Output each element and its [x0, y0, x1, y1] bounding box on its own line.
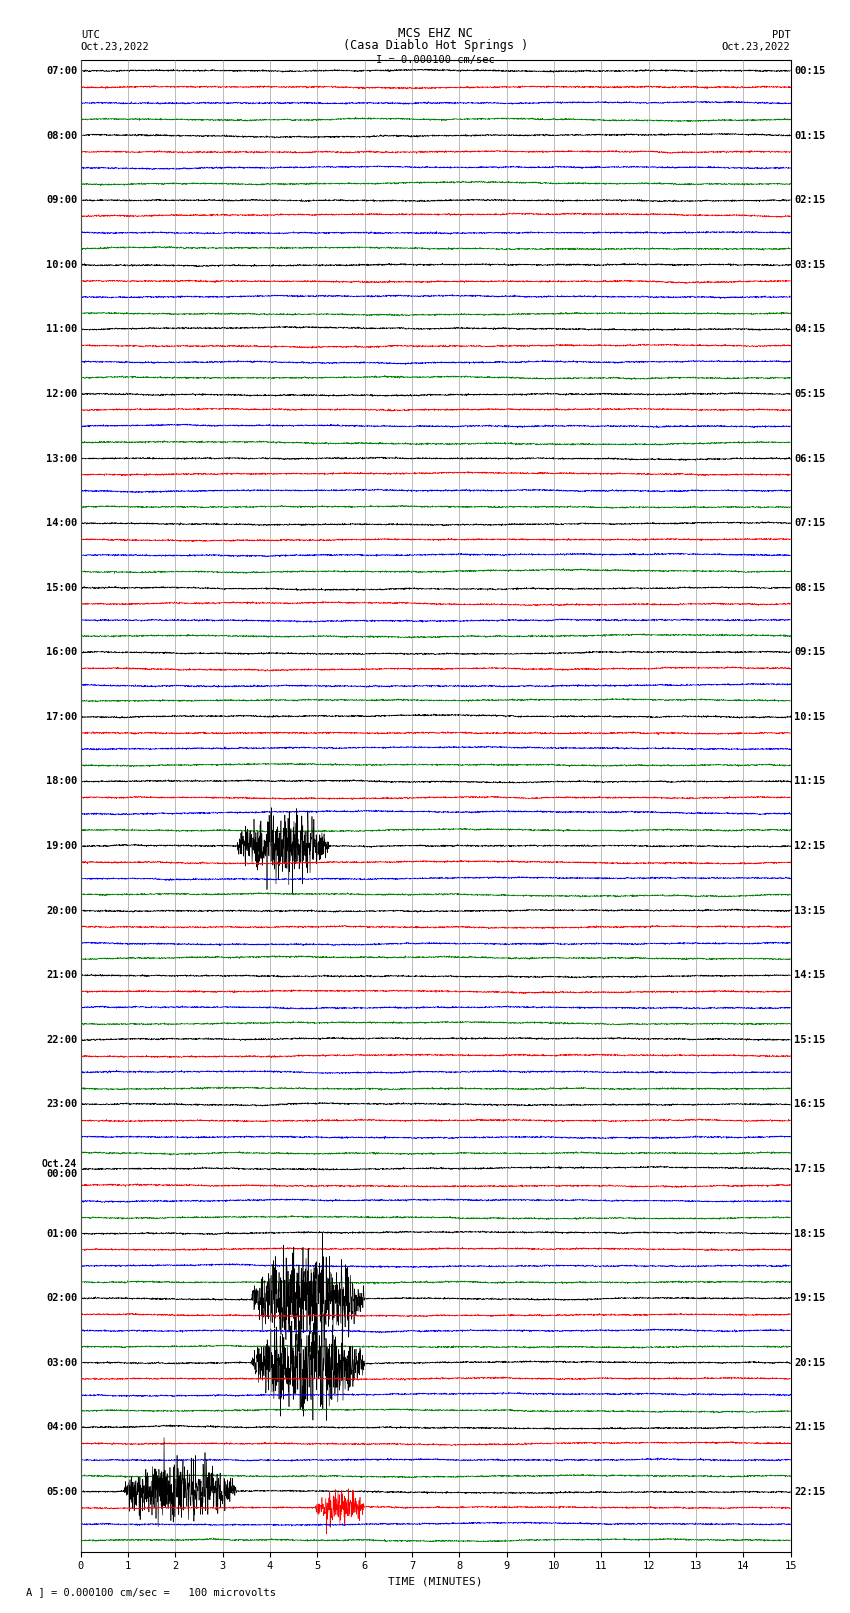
- Text: 17:15: 17:15: [794, 1165, 825, 1174]
- Text: 02:00: 02:00: [46, 1294, 77, 1303]
- Text: 19:15: 19:15: [794, 1294, 825, 1303]
- Text: 06:15: 06:15: [794, 453, 825, 463]
- Text: 05:15: 05:15: [794, 389, 825, 398]
- Text: 20:15: 20:15: [794, 1358, 825, 1368]
- Text: 21:15: 21:15: [794, 1423, 825, 1432]
- Text: PDT: PDT: [772, 29, 791, 39]
- Text: 01:15: 01:15: [794, 131, 825, 140]
- Text: 11:00: 11:00: [46, 324, 77, 334]
- Text: 01:00: 01:00: [46, 1229, 77, 1239]
- Text: Oct.23,2022: Oct.23,2022: [722, 42, 790, 52]
- Text: A ] = 0.000100 cm/sec =   100 microvolts: A ] = 0.000100 cm/sec = 100 microvolts: [26, 1587, 275, 1597]
- Text: 00:15: 00:15: [794, 66, 825, 76]
- Text: 04:15: 04:15: [794, 324, 825, 334]
- Text: 04:00: 04:00: [46, 1423, 77, 1432]
- Text: 08:00: 08:00: [46, 131, 77, 140]
- Text: 08:15: 08:15: [794, 582, 825, 592]
- Text: (Casa Diablo Hot Springs ): (Casa Diablo Hot Springs ): [343, 39, 528, 52]
- Text: 03:15: 03:15: [794, 260, 825, 269]
- Text: 15:15: 15:15: [794, 1036, 825, 1045]
- Text: 13:15: 13:15: [794, 905, 825, 916]
- Text: 17:00: 17:00: [46, 711, 77, 723]
- Text: 03:00: 03:00: [46, 1358, 77, 1368]
- Text: 07:15: 07:15: [794, 518, 825, 527]
- Text: 13:00: 13:00: [46, 453, 77, 463]
- Text: 22:00: 22:00: [46, 1036, 77, 1045]
- Text: 12:00: 12:00: [46, 389, 77, 398]
- Text: Oct.23,2022: Oct.23,2022: [81, 42, 150, 52]
- Text: 07:00: 07:00: [46, 66, 77, 76]
- Text: 09:15: 09:15: [794, 647, 825, 656]
- Text: I = 0.000100 cm/sec: I = 0.000100 cm/sec: [376, 55, 495, 65]
- Text: 10:00: 10:00: [46, 260, 77, 269]
- Text: 20:00: 20:00: [46, 905, 77, 916]
- Text: 16:00: 16:00: [46, 647, 77, 656]
- Text: UTC: UTC: [81, 29, 99, 39]
- Text: 18:00: 18:00: [46, 776, 77, 787]
- Text: 21:00: 21:00: [46, 971, 77, 981]
- Text: 02:15: 02:15: [794, 195, 825, 205]
- Text: 19:00: 19:00: [46, 840, 77, 852]
- Text: 00:00: 00:00: [46, 1169, 77, 1179]
- X-axis label: TIME (MINUTES): TIME (MINUTES): [388, 1578, 483, 1587]
- Text: 18:15: 18:15: [794, 1229, 825, 1239]
- Text: 10:15: 10:15: [794, 711, 825, 723]
- Text: 14:15: 14:15: [794, 971, 825, 981]
- Text: 15:00: 15:00: [46, 582, 77, 592]
- Text: 22:15: 22:15: [794, 1487, 825, 1497]
- Text: 11:15: 11:15: [794, 776, 825, 787]
- Text: 05:00: 05:00: [46, 1487, 77, 1497]
- Text: 09:00: 09:00: [46, 195, 77, 205]
- Text: MCS EHZ NC: MCS EHZ NC: [398, 26, 473, 39]
- Text: 16:15: 16:15: [794, 1100, 825, 1110]
- Text: 23:00: 23:00: [46, 1100, 77, 1110]
- Text: 12:15: 12:15: [794, 840, 825, 852]
- Text: 14:00: 14:00: [46, 518, 77, 527]
- Text: Oct.24: Oct.24: [42, 1160, 77, 1169]
